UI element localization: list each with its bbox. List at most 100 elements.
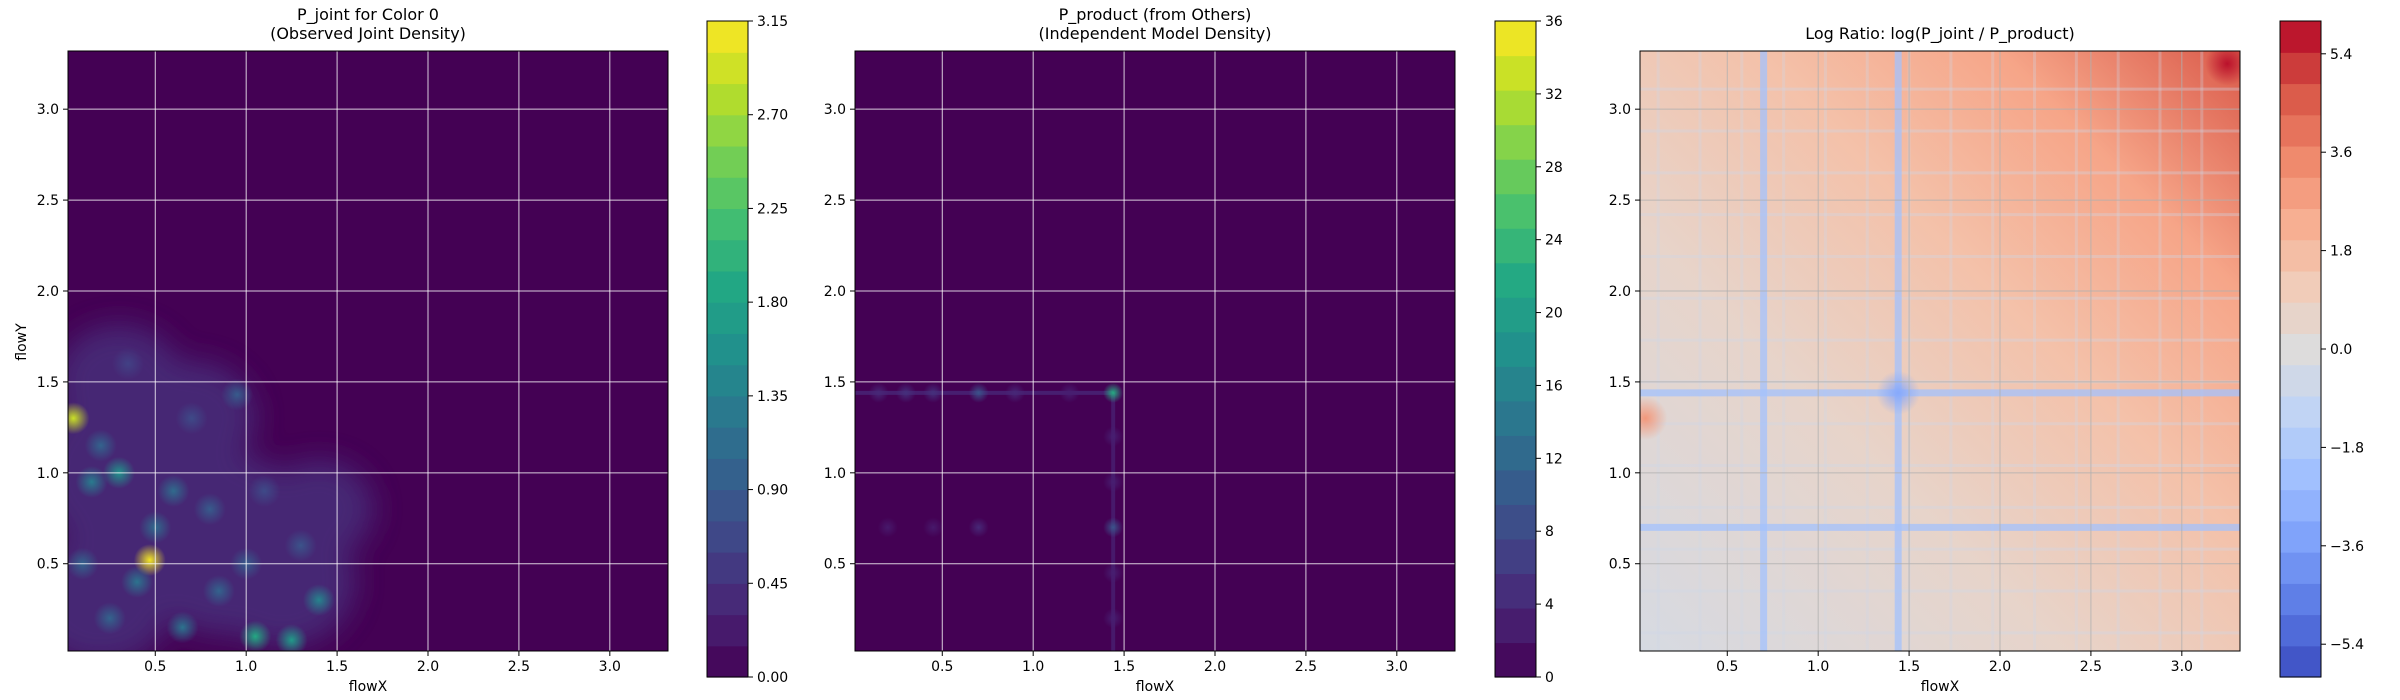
x-tick-label: 0.5 [144, 659, 166, 675]
colorbar-level [2280, 520, 2321, 553]
colorbar-level [2280, 395, 2321, 428]
density-hotspot [175, 402, 208, 435]
colorbar-tick-label: 12 [1545, 451, 1563, 467]
density-hotspot [75, 465, 108, 498]
density-hotspot [112, 347, 144, 380]
colorbar-level [1495, 331, 1536, 367]
x-tick-label: 1.0 [1807, 659, 1829, 675]
panel-product: P_product (from Others) (Independent Mod… [824, 5, 1563, 695]
density-hotspot [84, 429, 117, 462]
colorbar-level [707, 145, 748, 178]
density-hotspot [157, 475, 190, 507]
colorbar-tick-label: 2.25 [757, 201, 788, 217]
x-tick-label: 0.5 [931, 659, 953, 675]
colorbar-level [2280, 21, 2321, 53]
y-tick-label: 0.5 [37, 557, 59, 573]
panel-joint: P_joint for Color 0 (Observed Joint Dens… [14, 5, 788, 695]
y-tick-label: 3.0 [824, 102, 846, 118]
colorbar-level [1495, 228, 1536, 264]
ratio-hotspot [1876, 370, 1921, 415]
y-tick-label: 2.5 [824, 193, 846, 209]
colorbar-level [2280, 83, 2321, 116]
colorbar-level [2280, 302, 2321, 334]
ratio-hotspot [1640, 396, 1668, 441]
density-hotspot [221, 378, 254, 411]
colorbar-level [707, 114, 748, 147]
colorbar-level [707, 395, 748, 428]
colorbar-level [2280, 114, 2321, 147]
density-hotspot [895, 382, 916, 403]
x-tick-label: 3.0 [599, 659, 621, 675]
colorbar-level [1495, 297, 1536, 333]
panel-joint-title-line2: (Observed Joint Density) [270, 24, 466, 43]
panel-log-ratio-colorbar: 5.4 3.6 1.8 0.0 −1.8 −3.6 −5.4 [2279, 20, 2364, 678]
colorbar-tick-label: 16 [1545, 378, 1563, 394]
colorbar-tick-label: 24 [1545, 233, 1563, 249]
colorbar-level [1495, 435, 1536, 471]
x-tick-label: 2.0 [1989, 659, 2011, 675]
density-hotspot [1103, 426, 1124, 447]
panel-joint-y-axis-label: flowY [14, 323, 30, 361]
colorbar-tick-label: 1.8 [2330, 244, 2352, 260]
colorbar-level [2280, 583, 2321, 616]
y-tick-label: 1.5 [1609, 375, 1631, 391]
plot-frame [67, 50, 669, 652]
colorbar-level [707, 239, 748, 272]
y-tick-label: 2.5 [37, 193, 59, 209]
colorbar-tick-label: 1.80 [757, 295, 788, 311]
colorbar-level [707, 177, 748, 210]
colorbar-level [2280, 489, 2321, 522]
panel-joint-axes: 0.5 1.0 1.5 2.0 2.5 3.0 0.5 1.0 1.5 2.0 2.5 3.0 [37, 50, 669, 675]
panel-log-ratio-plot-area [1640, 51, 2240, 651]
colorbar-level [1495, 55, 1536, 91]
density-blob [264, 460, 374, 559]
colorbar-level [2280, 645, 2321, 678]
density-hotspot [248, 475, 281, 507]
panel-log-ratio-title: Log Ratio: log(P_joint / P_product) [1805, 24, 2075, 44]
heatmap-background [1640, 51, 2240, 651]
panel-joint-title-line1: P_joint for Color 0 [297, 5, 439, 25]
plot-frame [854, 50, 1456, 652]
panel-log-ratio-x-axis-label: flowX [1921, 679, 1960, 695]
colorbar-level [2280, 458, 2321, 491]
density-hotspot [1103, 517, 1124, 538]
density-hotspot [1103, 471, 1124, 492]
x-tick-label: 1.5 [1898, 659, 1920, 675]
colorbar-level [2280, 552, 2321, 584]
y-tick-label: 2.0 [1609, 284, 1631, 300]
y-tick-label: 2.5 [1609, 193, 1631, 209]
x-tick-label: 1.0 [1022, 659, 1044, 675]
x-tick-label: 0.5 [1716, 659, 1738, 675]
colorbar-tick-label: 32 [1545, 87, 1563, 103]
density-hotspot [121, 565, 154, 598]
x-tick-label: 2.5 [2080, 659, 2102, 675]
colorbar-tick-label: 0.45 [757, 576, 788, 592]
y-tick-label: 0.5 [1609, 557, 1631, 573]
heatmap-background [855, 51, 1455, 651]
colorbar-level [2280, 145, 2321, 178]
colorbar-level [2280, 270, 2321, 303]
y-tick-label: 3.0 [1609, 102, 1631, 118]
y-tick-label: 1.5 [37, 375, 59, 391]
colorbar-tick-label: 8 [1545, 524, 1554, 540]
colorbar-tick-label: 0 [1545, 670, 1554, 686]
x-tick-label: 2.5 [1295, 659, 1317, 675]
x-tick-label: 2.0 [1204, 659, 1226, 675]
ratio-hotspot [2205, 51, 2240, 86]
colorbar-level [707, 270, 748, 303]
density-hotspot [1059, 382, 1080, 403]
density-hotspot [1005, 382, 1025, 403]
density-hotspot [166, 611, 199, 644]
density-hotspot [923, 382, 944, 403]
y-tick-label: 0.5 [824, 557, 846, 573]
colorbar-level [707, 552, 748, 584]
x-tick-label: 3.0 [1386, 659, 1408, 675]
y-tick-label: 2.0 [37, 284, 59, 300]
colorbar-level [707, 489, 748, 522]
x-tick-label: 2.5 [508, 659, 530, 675]
y-tick-label: 2.0 [824, 284, 846, 300]
colorbar-level [1495, 504, 1536, 540]
colorbar-level [707, 52, 748, 85]
density-hotspot [868, 382, 889, 403]
